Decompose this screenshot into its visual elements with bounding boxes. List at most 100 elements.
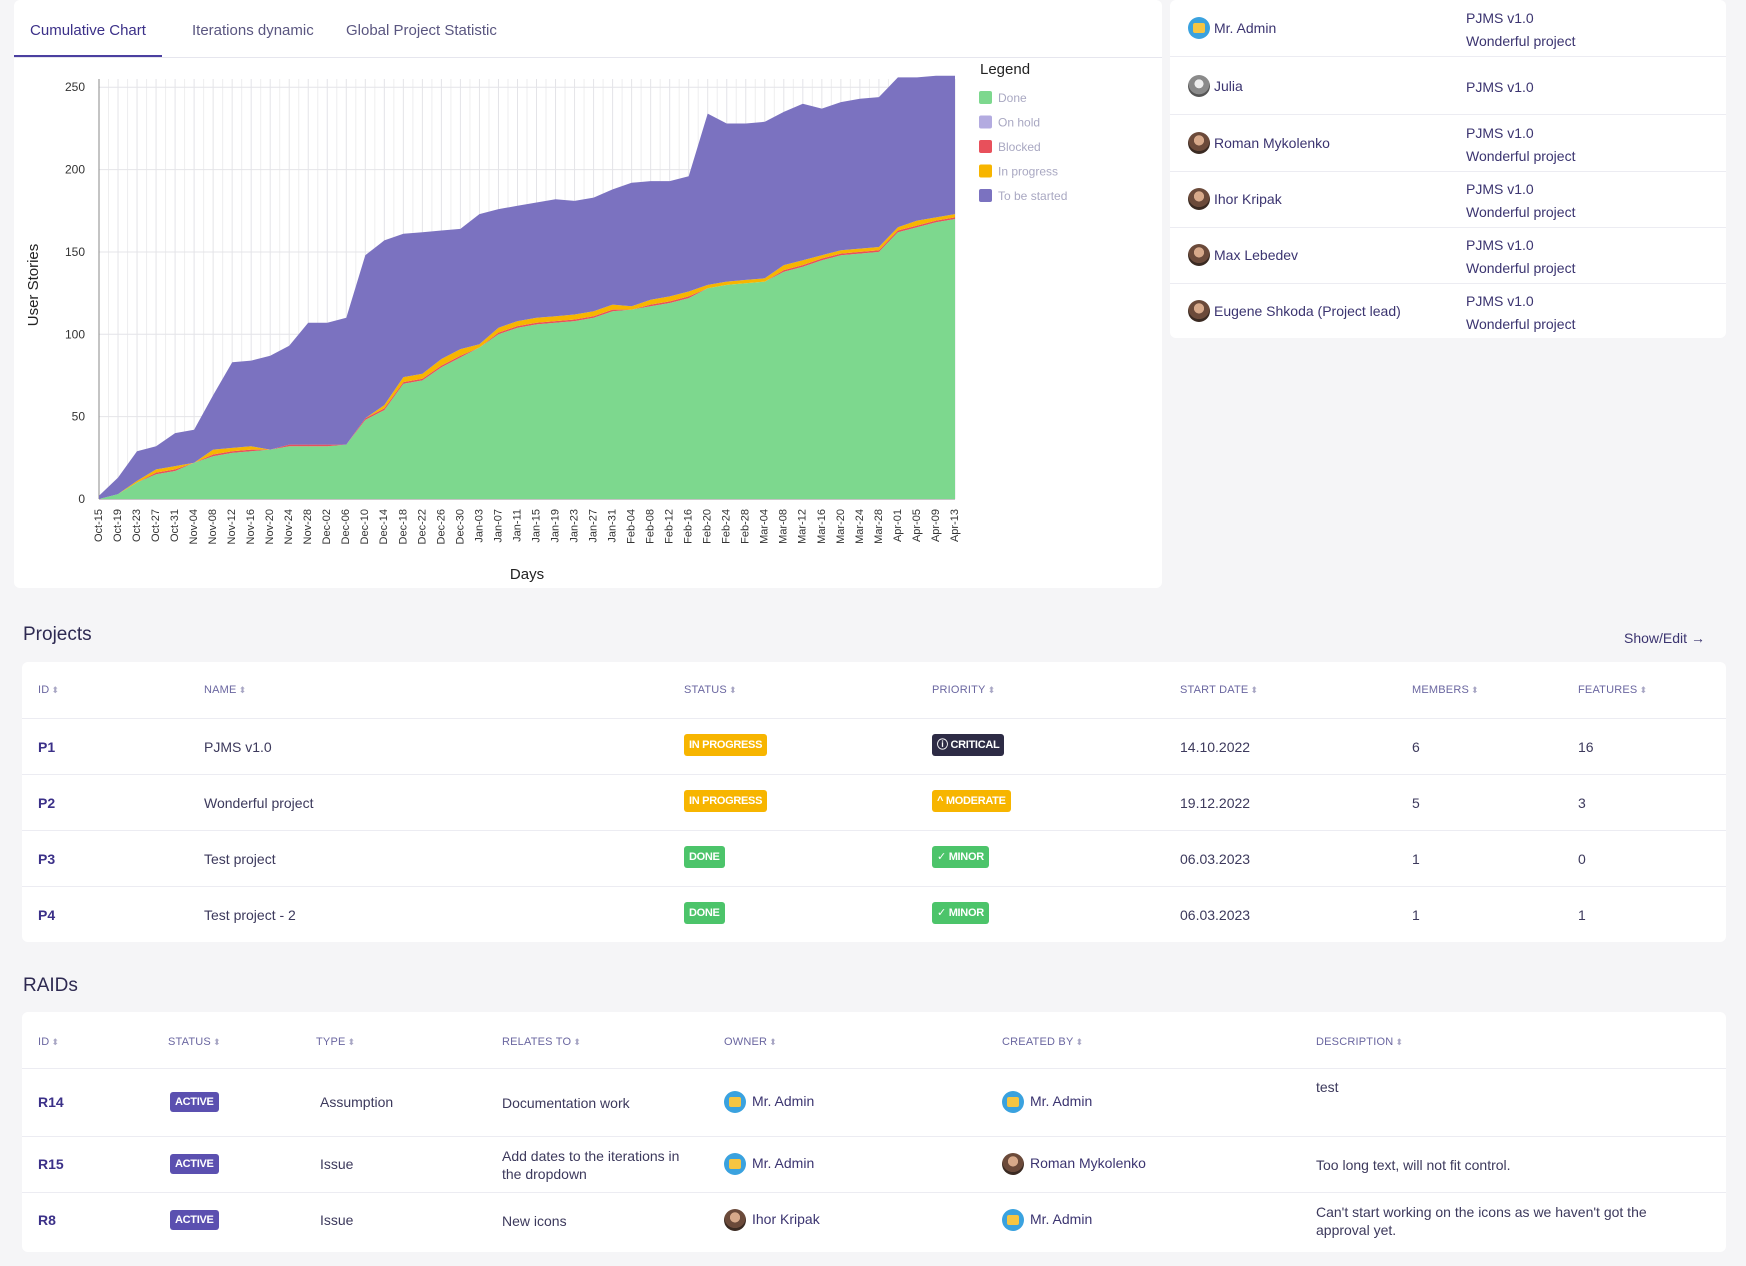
member-row[interactable]: Mr. Admin PJMS v1.0 Wonderful project xyxy=(1170,0,1726,57)
x-tick-label: Mar-08 xyxy=(778,509,790,544)
member-project-link[interactable]: PJMS v1.0 xyxy=(1466,10,1534,26)
member-name[interactable]: Julia xyxy=(1214,78,1243,94)
y-tick-label: 150 xyxy=(65,245,85,259)
chart-tabs: Cumulative Chart Iterations dynamic Glob… xyxy=(14,0,1162,58)
member-row[interactable]: Julia PJMS v1.0 xyxy=(1170,58,1726,115)
x-tick-label: Oct-23 xyxy=(131,509,143,542)
member-project-link[interactable]: Wonderful project xyxy=(1466,148,1576,164)
column-header[interactable]: TYPE ⬍ xyxy=(316,1036,356,1048)
column-header[interactable]: RELATES TO ⬍ xyxy=(502,1036,581,1048)
y-tick-label: 0 xyxy=(78,492,85,506)
project-start-date: 06.03.2023 xyxy=(1180,907,1251,923)
project-name[interactable]: Test project xyxy=(204,851,276,867)
column-header[interactable]: ID ⬍ xyxy=(38,684,60,696)
raid-relates-to[interactable]: New icons xyxy=(502,1213,567,1229)
member-project-link[interactable]: PJMS v1.0 xyxy=(1466,237,1534,253)
priority-badge: ^ MODERATE xyxy=(932,790,1011,812)
column-header[interactable]: CREATED BY ⬍ xyxy=(1002,1036,1084,1048)
project-id[interactable]: P4 xyxy=(38,907,56,923)
avatar xyxy=(724,1153,746,1175)
raid-relates-to[interactable]: Add dates to the iterations in the dropd… xyxy=(502,1148,680,1182)
raids-table: ID ⬍ STATUS ⬍ TYPE ⬍ RELATES TO ⬍ OWNER ⬍ CREATED … xyxy=(22,1012,1726,1252)
x-tick-label: Feb-24 xyxy=(721,509,733,544)
column-header[interactable]: DESCRIPTION ⬍ xyxy=(1316,1036,1404,1048)
member-project-link[interactable]: PJMS v1.0 xyxy=(1466,181,1534,197)
member-project-link[interactable]: Wonderful project xyxy=(1466,33,1576,49)
legend-label: On hold xyxy=(998,116,1040,130)
x-tick-label: Feb-16 xyxy=(683,509,695,544)
member-project-link[interactable]: PJMS v1.0 xyxy=(1466,293,1534,309)
cumulative-chart-card: Cumulative Chart Iterations dynamic Glob… xyxy=(14,0,1162,588)
member-project-link[interactable]: PJMS v1.0 xyxy=(1466,79,1534,95)
tab-iterations-dynamic[interactable]: Iterations dynamic xyxy=(192,22,314,39)
project-name[interactable]: Wonderful project xyxy=(204,795,314,811)
x-tick-label: Apr-01 xyxy=(892,509,904,542)
show-edit-link[interactable]: Show/Edit → xyxy=(1624,630,1705,646)
x-tick-label: Nov-28 xyxy=(302,509,314,544)
member-project-link[interactable]: Wonderful project xyxy=(1466,316,1576,332)
x-tick-label: Jan-03 xyxy=(473,509,485,543)
member-row[interactable]: Eugene Shkoda (Project lead) PJMS v1.0 Won… xyxy=(1170,283,1726,339)
project-members: 5 xyxy=(1412,795,1420,811)
member-name[interactable]: Eugene Shkoda (Project lead) xyxy=(1214,303,1401,319)
status-badge: IN PROGRESS xyxy=(684,734,768,756)
area-to-be-started xyxy=(99,75,955,499)
member-project-link[interactable]: PJMS v1.0 xyxy=(1466,125,1534,141)
x-tick-label: Feb-04 xyxy=(626,509,638,544)
member-row[interactable]: Max Lebedev PJMS v1.0 Wonderful project xyxy=(1170,227,1726,284)
column-header[interactable]: OWNER ⬍ xyxy=(724,1036,777,1048)
column-header[interactable]: ID ⬍ xyxy=(38,1036,60,1048)
x-tick-label: Oct-15 xyxy=(93,509,105,542)
sort-icon: ⬍ xyxy=(769,1037,777,1047)
raid-id[interactable]: R14 xyxy=(38,1094,64,1110)
x-axis-label: Days xyxy=(510,566,544,583)
member-name[interactable]: Ihor Kripak xyxy=(1214,191,1282,207)
member-project-link[interactable]: Wonderful project xyxy=(1466,204,1576,220)
y-tick-label: 100 xyxy=(65,327,85,341)
column-header[interactable]: STATUS ⬍ xyxy=(168,1036,221,1048)
member-project-link[interactable]: Wonderful project xyxy=(1466,260,1576,276)
x-tick-label: Dec-02 xyxy=(321,509,333,544)
project-start-date: 14.10.2022 xyxy=(1180,739,1251,755)
member-name[interactable]: Max Lebedev xyxy=(1214,247,1299,263)
column-header[interactable]: FEATURES ⬍ xyxy=(1578,684,1648,696)
member-projects: PJMS v1.0 Wonderful project xyxy=(1466,290,1575,336)
column-header[interactable]: MEMBERS ⬍ xyxy=(1412,684,1479,696)
member-row[interactable]: Roman Mykolenko PJMS v1.0 Wonderful projec… xyxy=(1170,115,1726,172)
y-tick-label: 250 xyxy=(65,80,85,94)
column-header[interactable]: STATUS ⬍ xyxy=(684,684,737,696)
priority-icon: ⓘ xyxy=(937,739,951,751)
member-name[interactable]: Roman Mykolenko xyxy=(1214,135,1330,151)
project-id[interactable]: P1 xyxy=(38,739,56,755)
raid-id[interactable]: R8 xyxy=(38,1212,56,1228)
member-row[interactable]: Ihor Kripak PJMS v1.0 Wonderful project xyxy=(1170,171,1726,228)
project-features: 0 xyxy=(1578,851,1586,867)
raid-id[interactable]: R15 xyxy=(38,1156,64,1172)
project-features: 3 xyxy=(1578,795,1586,811)
column-header[interactable]: PRIORITY ⬍ xyxy=(932,684,996,696)
member-name[interactable]: Mr. Admin xyxy=(1214,20,1277,36)
raid-relates-to[interactable]: Documentation work xyxy=(502,1095,630,1111)
avatar xyxy=(1002,1153,1024,1175)
project-members: 1 xyxy=(1412,907,1420,923)
x-tick-label: Apr-13 xyxy=(949,509,961,542)
members-card: Mr. Admin PJMS v1.0 Wonderful project Julia… xyxy=(1170,0,1726,338)
project-id[interactable]: P3 xyxy=(38,851,56,867)
raid-type: Issue xyxy=(320,1156,354,1172)
sort-icon: ⬍ xyxy=(51,685,60,695)
project-id[interactable]: P2 xyxy=(38,795,56,811)
sort-icon: ⬍ xyxy=(728,685,737,695)
status-badge: IN PROGRESS xyxy=(684,790,768,812)
project-name[interactable]: Test project - 2 xyxy=(204,907,296,923)
legend-swatch xyxy=(979,189,992,202)
x-tick-label: Feb-28 xyxy=(740,509,752,544)
y-tick-label: 200 xyxy=(65,163,85,177)
legend-swatch xyxy=(979,115,992,129)
project-features: 16 xyxy=(1578,739,1594,755)
column-header[interactable]: START DATE ⬍ xyxy=(1180,684,1259,696)
project-name[interactable]: PJMS v1.0 xyxy=(204,739,272,755)
tab-global-project-statistic[interactable]: Global Project Statistic xyxy=(346,22,497,39)
column-header[interactable]: NAME ⬍ xyxy=(204,684,247,696)
x-tick-label: Feb-12 xyxy=(664,509,676,544)
tab-cumulative-chart[interactable]: Cumulative Chart xyxy=(14,0,162,57)
